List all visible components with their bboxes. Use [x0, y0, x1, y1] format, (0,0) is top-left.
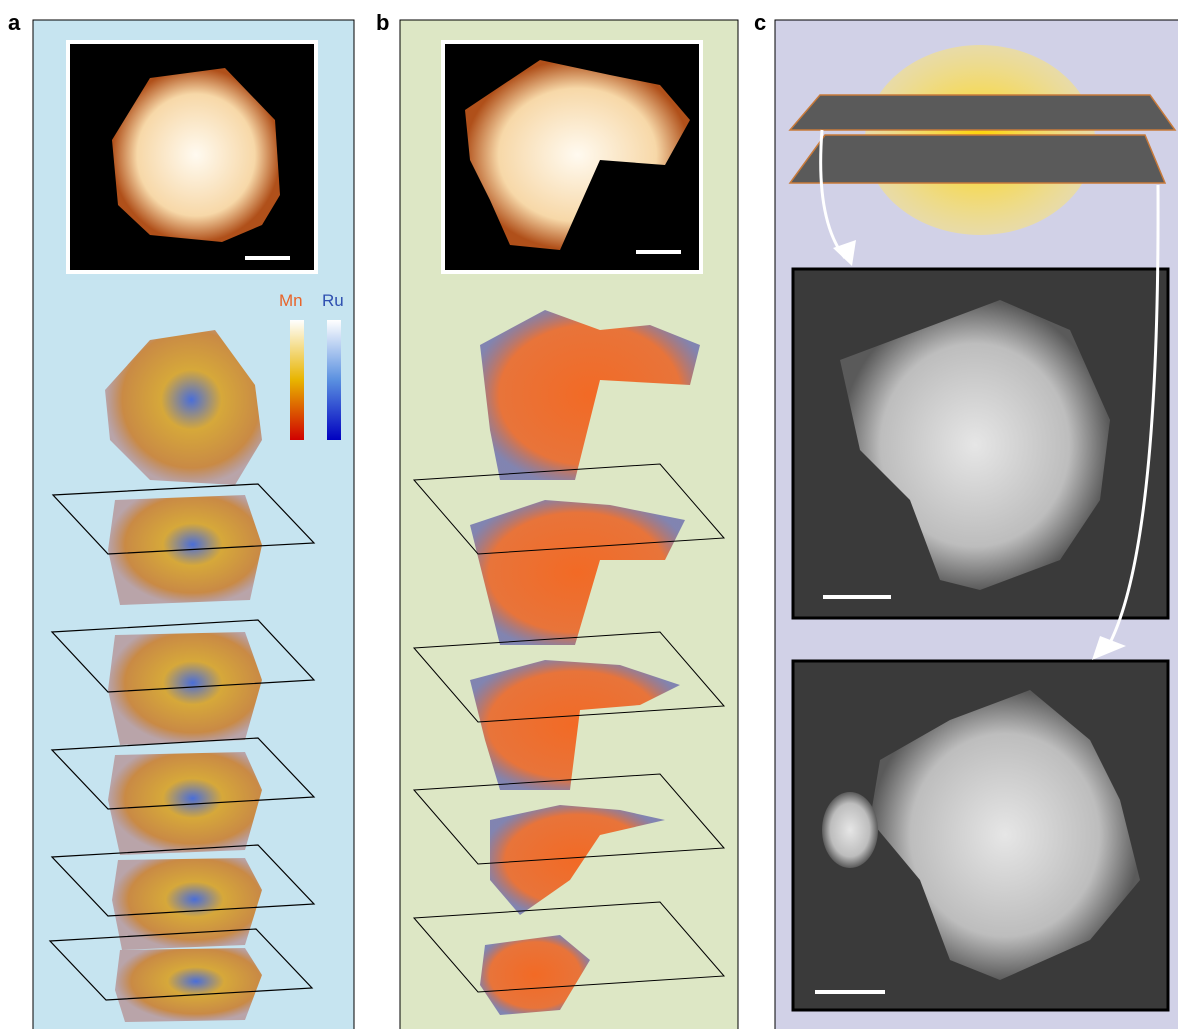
colorbar — [290, 320, 304, 440]
particle — [822, 792, 878, 868]
colorbar — [327, 320, 341, 440]
panel-label: c — [754, 10, 766, 35]
panel-label: b — [376, 10, 389, 35]
scale-bar — [815, 990, 885, 994]
slice-plane — [790, 135, 1165, 183]
slices — [108, 495, 262, 1022]
panel-label: a — [8, 10, 21, 35]
scale-bar — [636, 250, 681, 254]
colorbar-label: Mn — [279, 291, 303, 310]
figure: a b c Mn Ru — [0, 0, 1178, 1029]
scale-bar — [245, 256, 290, 260]
scale-bar — [823, 595, 891, 599]
colorbar-label: Ru — [322, 291, 344, 310]
slice-plane — [790, 95, 1175, 130]
